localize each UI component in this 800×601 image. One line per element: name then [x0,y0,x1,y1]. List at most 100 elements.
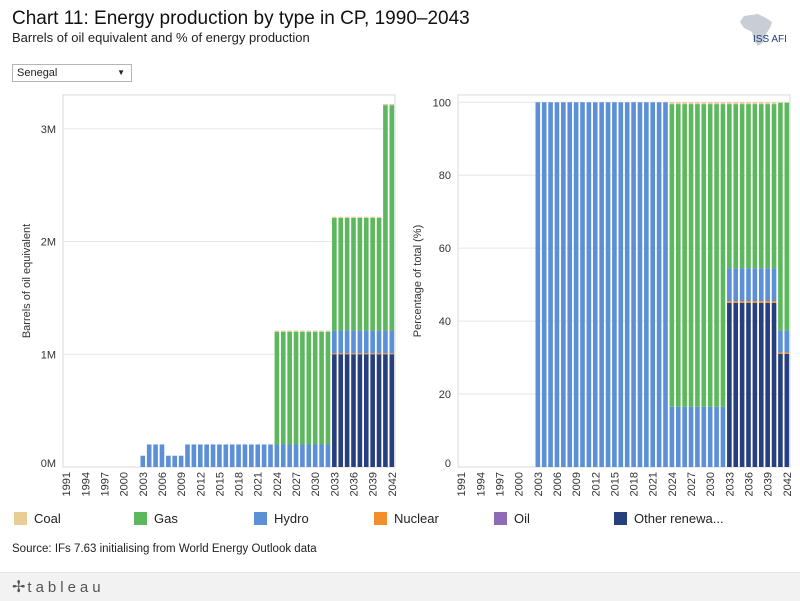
legend-item-gas[interactable]: Gas [134,511,178,526]
bar-segment-coal-2026[interactable] [682,102,687,105]
bar-segment-hydro-2017[interactable] [624,102,630,467]
bar-segment-gas-2040[interactable] [376,217,382,331]
bar-segment-hydro-2038[interactable] [758,268,764,302]
bar-segment-hydro-2030[interactable] [312,444,318,467]
bar-segment-coal-2031[interactable] [714,102,719,105]
bar-segment-hydro-2028[interactable] [695,406,700,467]
bar-segment-nuclear-2034[interactable] [733,301,739,303]
bar-segment-gas-2042[interactable] [389,105,395,331]
bar-segment-hydro-2020[interactable] [249,444,254,467]
bar-segment-hydro-2029[interactable] [701,406,707,467]
bar-segment-hydro-2034[interactable] [338,330,344,354]
bar-segment-other-renewa-2033[interactable] [332,354,337,467]
bar-segment-hydro-2004[interactable] [146,444,152,467]
bar-segment-hydro-2025[interactable] [280,444,286,467]
bar-segment-hydro-2009[interactable] [573,102,579,467]
bar-segment-hydro-2041[interactable] [383,330,388,354]
bar-segment-hydro-2003[interactable] [535,102,541,467]
bar-segment-nuclear-2039[interactable] [370,353,375,355]
bar-segment-coal-2038[interactable] [363,216,369,218]
bar-segment-hydro-2033[interactable] [332,330,337,354]
bar-segment-hydro-2010[interactable] [185,444,190,467]
bar-segment-other-renewa-2035[interactable] [739,302,745,467]
bar-segment-hydro-2036[interactable] [746,268,751,302]
bar-segment-gas-2034[interactable] [338,217,344,331]
bar-segment-hydro-2020[interactable] [644,102,649,467]
bar-segment-hydro-2027[interactable] [293,444,299,467]
bar-segment-other-renewa-2042[interactable] [389,354,395,467]
bar-segment-hydro-2004[interactable] [541,102,547,467]
bar-segment-gas-2029[interactable] [701,104,707,407]
bar-segment-hydro-2010[interactable] [580,102,585,467]
bar-segment-hydro-2018[interactable] [631,102,636,467]
bar-segment-hydro-2022[interactable] [656,102,662,467]
bar-segment-coal-2039[interactable] [370,216,375,218]
bar-segment-nuclear-2038[interactable] [363,353,369,355]
bar-segment-other-renewa-2035[interactable] [344,354,350,467]
bar-segment-nuclear-2040[interactable] [376,353,382,355]
bar-segment-coal-2034[interactable] [733,102,739,105]
bar-segment-hydro-2008[interactable] [172,455,178,467]
bar-segment-nuclear-2042[interactable] [389,353,395,355]
bar-segment-other-renewa-2037[interactable] [357,354,363,467]
bar-segment-coal-2024[interactable] [669,102,675,105]
bar-segment-coal-2036[interactable] [746,102,751,105]
bar-segment-hydro-2019[interactable] [637,102,643,467]
bar-segment-other-renewa-2041[interactable] [778,353,783,467]
bar-segment-coal-2034[interactable] [338,216,344,218]
bar-segment-gas-2038[interactable] [758,104,764,269]
bar-segment-hydro-2026[interactable] [682,406,687,467]
bar-segment-hydro-2003[interactable] [140,455,146,467]
bar-segment-gas-2034[interactable] [733,104,739,269]
bar-segment-gas-2033[interactable] [727,104,732,269]
bar-segment-coal-2036[interactable] [351,216,356,218]
tableau-brand-link[interactable]: ✢ tableau [12,577,105,597]
bar-segment-coal-2030[interactable] [312,330,318,332]
bar-segment-hydro-2014[interactable] [605,102,611,467]
legend-item-nuclear[interactable]: Nuclear [374,511,439,526]
bar-segment-hydro-2031[interactable] [714,406,719,467]
bar-segment-nuclear-2037[interactable] [357,353,363,355]
bar-segment-gas-2031[interactable] [319,331,324,445]
bar-segment-coal-2029[interactable] [306,330,312,332]
bar-segment-gas-2035[interactable] [344,217,350,331]
bar-segment-hydro-2029[interactable] [306,444,312,467]
bar-segment-nuclear-2038[interactable] [758,301,764,303]
bar-segment-hydro-2042[interactable] [389,330,395,354]
bar-segment-gas-2025[interactable] [675,104,681,407]
bar-segment-nuclear-2041[interactable] [383,353,388,355]
bar-segment-gas-2026[interactable] [682,104,687,407]
bar-segment-gas-2029[interactable] [306,331,312,445]
bar-segment-coal-2031[interactable] [319,330,324,332]
bar-segment-coal-2041[interactable] [778,102,783,103]
bar-segment-coal-2025[interactable] [280,330,286,332]
bar-segment-hydro-2017[interactable] [229,444,235,467]
bar-segment-hydro-2007[interactable] [166,455,171,467]
bar-segment-hydro-2007[interactable] [561,102,566,467]
bar-segment-hydro-2011[interactable] [586,102,592,467]
bar-segment-other-renewa-2039[interactable] [370,354,375,467]
bar-segment-hydro-2006[interactable] [159,444,165,467]
bar-segment-other-renewa-2040[interactable] [376,354,382,467]
bar-segment-gas-2030[interactable] [312,331,318,445]
bar-segment-hydro-2026[interactable] [287,444,292,467]
bar-segment-gas-2038[interactable] [363,217,369,331]
bar-segment-coal-2035[interactable] [739,102,745,105]
bar-segment-hydro-2035[interactable] [344,330,350,354]
bar-segment-coal-2027[interactable] [293,330,299,332]
bar-segment-hydro-2024[interactable] [274,444,280,467]
bar-segment-other-renewa-2039[interactable] [765,302,770,467]
bar-segment-hydro-2032[interactable] [720,406,726,467]
bar-segment-hydro-2033[interactable] [727,268,732,302]
bar-segment-other-renewa-2038[interactable] [363,354,369,467]
bar-segment-gas-2039[interactable] [370,217,375,331]
bar-segment-coal-2027[interactable] [688,102,694,105]
bar-segment-hydro-2039[interactable] [370,330,375,354]
bar-segment-hydro-2023[interactable] [663,102,668,467]
bar-segment-gas-2030[interactable] [707,104,713,407]
bar-segment-hydro-2031[interactable] [319,444,324,467]
bar-segment-gas-2040[interactable] [771,104,777,269]
bar-segment-gas-2042[interactable] [784,102,790,331]
bar-segment-hydro-2022[interactable] [261,444,267,467]
bar-segment-hydro-2019[interactable] [242,444,248,467]
